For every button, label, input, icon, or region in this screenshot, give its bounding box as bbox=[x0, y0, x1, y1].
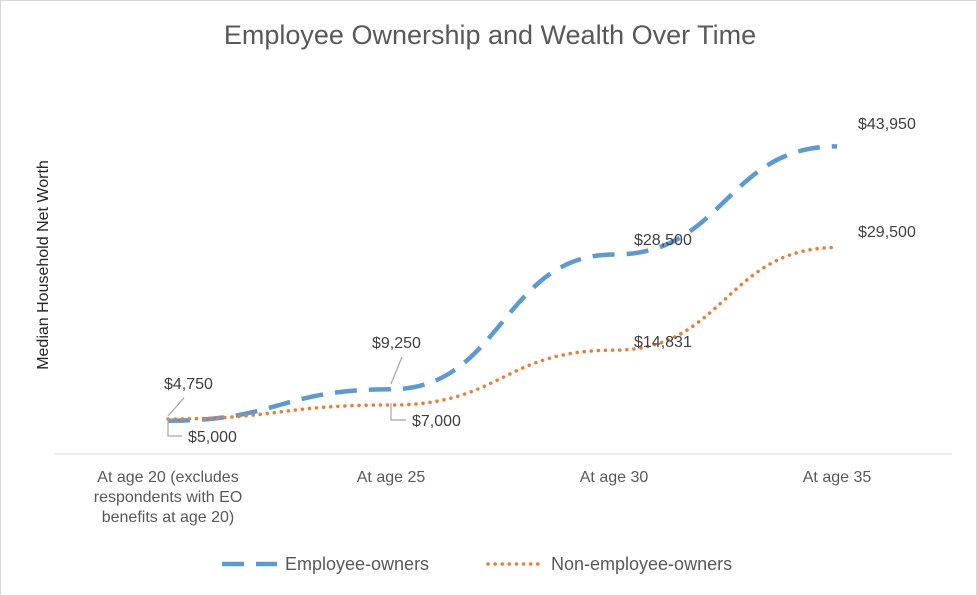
data-label: $14,831 bbox=[634, 334, 692, 351]
legend-item-non-employee-owners: Non-employee-owners bbox=[486, 554, 732, 574]
data-label: $4,750 bbox=[164, 376, 213, 393]
chart-title: Employee Ownership and Wealth Over Time bbox=[224, 20, 756, 50]
x-tick-label: At age 35 bbox=[803, 469, 872, 486]
data-label: $29,500 bbox=[858, 224, 916, 241]
legend-item-employee-owners: Employee-owners bbox=[222, 554, 429, 574]
x-tick-label: At age 30 bbox=[580, 469, 649, 486]
legend-label: Employee-owners bbox=[285, 554, 429, 574]
leader-line bbox=[167, 397, 185, 417]
y-axis-label: Median Household Net Worth bbox=[35, 160, 52, 370]
x-tick-label: At age 20 (excludes bbox=[97, 469, 238, 486]
data-label: $28,500 bbox=[634, 232, 692, 249]
x-tick-labels: At age 20 (excludes respondents with EO be… bbox=[94, 469, 872, 526]
series-line-non-employee-owners bbox=[166, 245, 839, 421]
data-label: $9,250 bbox=[372, 335, 421, 352]
leader-line bbox=[390, 403, 406, 421]
data-label: $5,000 bbox=[188, 429, 237, 446]
data-label: $43,950 bbox=[858, 116, 916, 133]
data-label: $7,000 bbox=[412, 413, 461, 430]
x-tick-label: At age 25 bbox=[357, 469, 426, 486]
series-layer bbox=[166, 144, 839, 423]
x-tick-label: benefits at age 20) bbox=[102, 509, 235, 526]
legend: Employee-owners Non-employee-owners bbox=[222, 554, 732, 574]
leader-line bbox=[390, 356, 403, 385]
legend-label: Non-employee-owners bbox=[551, 554, 732, 574]
leader-line bbox=[167, 418, 182, 437]
data-labels-layer: $4,750 $9,250 $28,500 $43,950 $5,000 $7,000 $1… bbox=[164, 116, 916, 446]
x-tick-label: respondents with EO bbox=[94, 489, 243, 506]
series-line-employee-owners bbox=[167, 144, 838, 423]
